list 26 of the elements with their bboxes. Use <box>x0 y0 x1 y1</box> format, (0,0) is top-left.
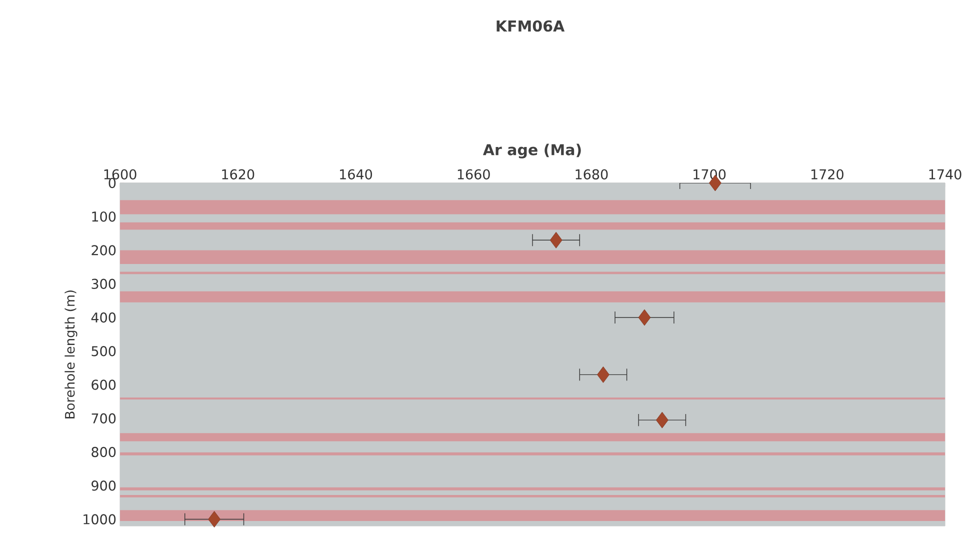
x-tick-label: 1640 <box>340 169 372 180</box>
point <box>550 232 562 248</box>
y-tick-label: 600 <box>92 380 116 390</box>
x-tick-label: 1660 <box>458 169 490 180</box>
point <box>597 366 610 383</box>
point <box>656 412 668 428</box>
y-tick-label: 400 <box>91 312 116 323</box>
y-axis-title: Borehole length (m) <box>64 290 78 418</box>
y-tick-label: 300 <box>92 278 116 289</box>
x-tick-label: 1720 <box>811 169 844 180</box>
chart-title: KFM06A <box>496 20 565 32</box>
y-tick-label: 200 <box>92 245 116 256</box>
y-tick-label: 800 <box>92 446 116 458</box>
x-tick-label: 1620 <box>222 169 254 180</box>
point <box>208 511 220 528</box>
point <box>638 309 651 326</box>
y-tick-label: 0 <box>108 178 116 188</box>
y-tick-label: 700 <box>92 413 116 424</box>
y-tick-label: 900 <box>92 480 116 491</box>
y-tick-label: 1000 <box>84 514 116 524</box>
x-tick-label: 1680 <box>576 169 608 180</box>
x-tick-label: 1600 <box>104 169 136 180</box>
x-axis-title: Ar age (Ma) <box>482 144 581 158</box>
y-tick-label: 500 <box>92 346 116 356</box>
x-tick-label: 1740 <box>929 169 962 180</box>
y-tick-label: 100 <box>92 212 116 222</box>
